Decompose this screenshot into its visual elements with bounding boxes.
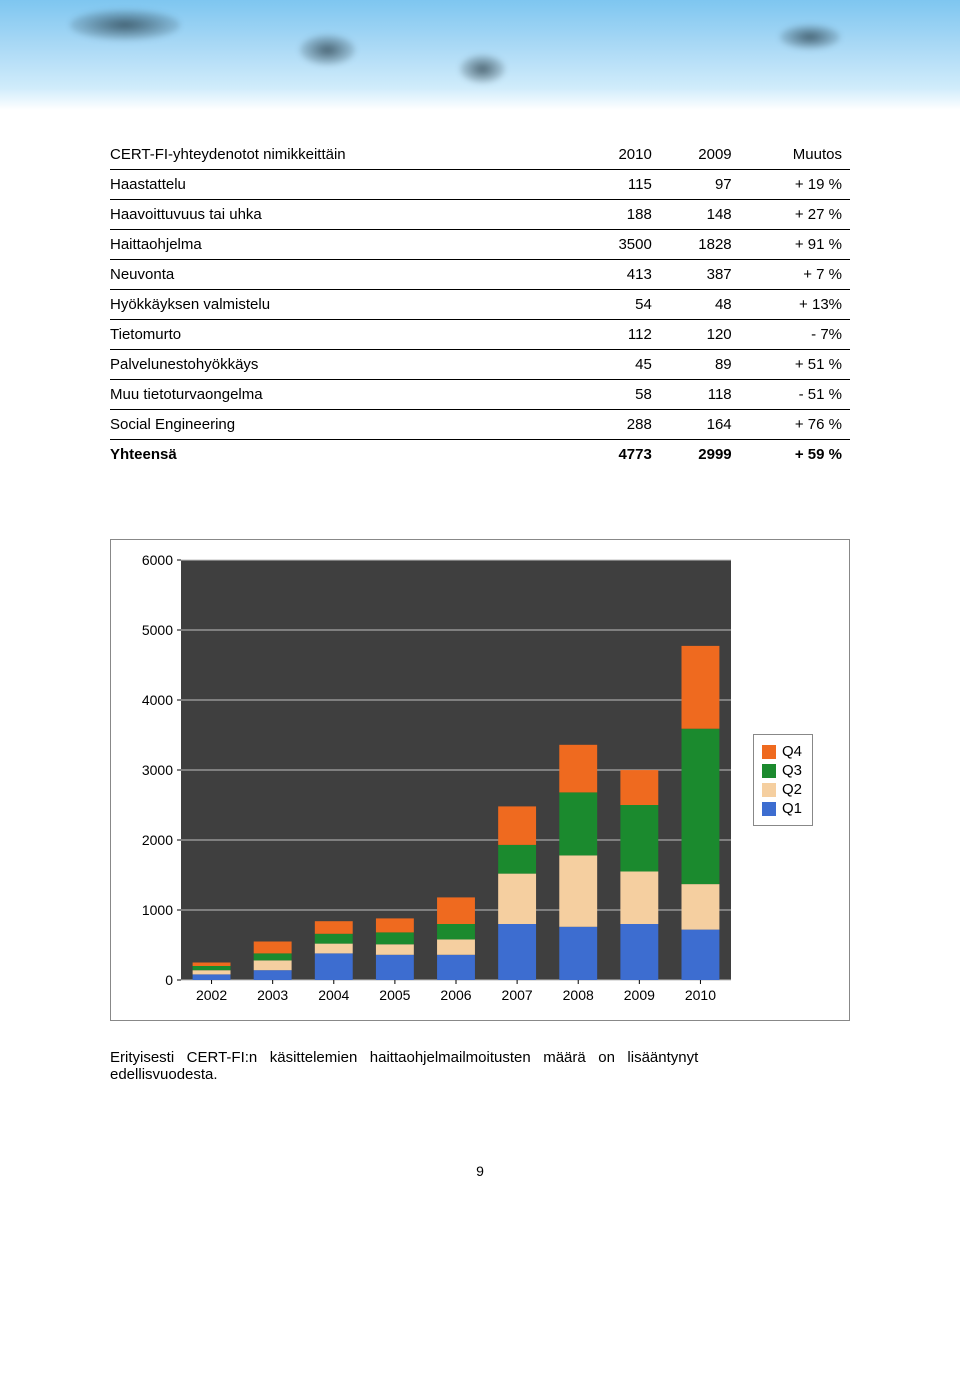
legend-swatch-q1 xyxy=(762,802,776,816)
legend-label-q4: Q4 xyxy=(782,743,802,760)
row-label: Haavoittuvuus tai uhka xyxy=(110,200,580,230)
cert-fi-table: CERT-FI-yhteydenotot nimikkeittäin 2010 … xyxy=(110,140,850,469)
smudge-shape xyxy=(460,55,505,83)
row-2010: 288 xyxy=(580,410,660,440)
row-2010: 3500 xyxy=(580,230,660,260)
col-2010: 2010 xyxy=(580,140,660,170)
row-2010: 112 xyxy=(580,320,660,350)
row-label: Neuvonta xyxy=(110,260,580,290)
legend-row-q3: Q3 xyxy=(762,762,802,779)
chart-container: 0 1000 2000 3000 4000 5000 6000 2002 2003 2004 200… xyxy=(110,539,850,1021)
table-row: Muu tietoturvaongelma58118- 51 % xyxy=(110,380,850,410)
row-label: Haittaohjelma xyxy=(110,230,580,260)
table-row: Tietomurto112120- 7% xyxy=(110,320,850,350)
legend-row-q4: Q4 xyxy=(762,743,802,760)
legend-label-q2: Q2 xyxy=(782,781,802,798)
svg-text:2005: 2005 xyxy=(379,987,410,1003)
total-2010: 4773 xyxy=(580,440,660,470)
svg-text:2008: 2008 xyxy=(563,987,594,1003)
row-muutos: - 51 % xyxy=(740,380,850,410)
svg-text:2004: 2004 xyxy=(318,987,349,1003)
decorative-header-band xyxy=(0,0,960,110)
row-2010: 45 xyxy=(580,350,660,380)
smudge-shape xyxy=(70,10,180,40)
row-2009: 148 xyxy=(660,200,740,230)
row-2010: 54 xyxy=(580,290,660,320)
svg-text:2000: 2000 xyxy=(142,832,173,848)
row-muutos: + 91 % xyxy=(740,230,850,260)
row-2010: 413 xyxy=(580,260,660,290)
table-row: Social Engineering288164+ 76 % xyxy=(110,410,850,440)
svg-text:4000: 4000 xyxy=(142,692,173,708)
svg-text:6000: 6000 xyxy=(142,552,173,568)
legend-swatch-q2 xyxy=(762,783,776,797)
row-2010: 115 xyxy=(580,170,660,200)
row-muutos: + 19 % xyxy=(740,170,850,200)
table-row: Hyökkäyksen valmistelu5448+ 13% xyxy=(110,290,850,320)
table-row: Haastattelu11597+ 19 % xyxy=(110,170,850,200)
content-area: CERT-FI-yhteydenotot nimikkeittäin 2010 … xyxy=(0,110,960,1021)
total-muutos: + 59 % xyxy=(740,440,850,470)
row-muutos: + 51 % xyxy=(740,350,850,380)
row-label: Muu tietoturvaongelma xyxy=(110,380,580,410)
legend-row-q2: Q2 xyxy=(762,781,802,798)
legend-row-q1: Q1 xyxy=(762,800,802,817)
row-2009: 1828 xyxy=(660,230,740,260)
svg-text:2007: 2007 xyxy=(502,987,533,1003)
caption-line1-seg: Erityisesti CERT-FI:n käsittelemien hait… xyxy=(110,1049,698,1066)
caption-line2: edellisvuodesta. xyxy=(110,1066,850,1083)
row-2009: 97 xyxy=(660,170,740,200)
row-2009: 48 xyxy=(660,290,740,320)
caption-paragraph: Erityisesti CERT-FI:n käsittelemien hait… xyxy=(110,1049,850,1083)
smudge-shape xyxy=(780,25,840,49)
row-2009: 387 xyxy=(660,260,740,290)
row-label: Tietomurto xyxy=(110,320,580,350)
row-label: Haastattelu xyxy=(110,170,580,200)
col-2009: 2009 xyxy=(660,140,740,170)
total-label: Yhteensä xyxy=(110,440,580,470)
row-muutos: - 7% xyxy=(740,320,850,350)
row-2010: 188 xyxy=(580,200,660,230)
row-2010: 58 xyxy=(580,380,660,410)
row-label: Hyökkäyksen valmistelu xyxy=(110,290,580,320)
row-label: Palvelunestohyökkäys xyxy=(110,350,580,380)
legend-label-q1: Q1 xyxy=(782,800,802,817)
row-muutos: + 7 % xyxy=(740,260,850,290)
svg-text:2010: 2010 xyxy=(685,987,716,1003)
svg-text:2002: 2002 xyxy=(196,987,227,1003)
row-2009: 89 xyxy=(660,350,740,380)
col-muutos: Muutos xyxy=(740,140,850,170)
row-label: Social Engineering xyxy=(110,410,580,440)
svg-text:2009: 2009 xyxy=(624,987,655,1003)
svg-text:5000: 5000 xyxy=(142,622,173,638)
legend-label-q3: Q3 xyxy=(782,762,802,779)
svg-text:2006: 2006 xyxy=(440,987,471,1003)
svg-text:1000: 1000 xyxy=(142,902,173,918)
page-number: 9 xyxy=(0,1163,960,1179)
table-total-row: Yhteensä47732999+ 59 % xyxy=(110,440,850,470)
smudge-shape xyxy=(300,35,355,65)
table-row: Haavoittuvuus tai uhka188148+ 27 % xyxy=(110,200,850,230)
row-2009: 120 xyxy=(660,320,740,350)
row-2009: 118 xyxy=(660,380,740,410)
table-title-cell: CERT-FI-yhteydenotot nimikkeittäin xyxy=(110,140,580,170)
page-root: CERT-FI-yhteydenotot nimikkeittäin 2010 … xyxy=(0,0,960,1377)
row-muutos: + 27 % xyxy=(740,200,850,230)
chart-legend: Q4 Q3 Q2 Q1 xyxy=(753,734,813,826)
row-muutos: + 13% xyxy=(740,290,850,320)
stacked-bar-chart: 0 1000 2000 3000 4000 5000 6000 2002 2003 2004 200… xyxy=(121,550,741,1010)
svg-text:3000: 3000 xyxy=(142,762,173,778)
legend-swatch-q3 xyxy=(762,764,776,778)
total-2009: 2999 xyxy=(660,440,740,470)
svg-text:0: 0 xyxy=(165,972,173,988)
table-row: Palvelunestohyökkäys4589+ 51 % xyxy=(110,350,850,380)
table-row: Neuvonta413387+ 7 % xyxy=(110,260,850,290)
row-2009: 164 xyxy=(660,410,740,440)
legend-swatch-q4 xyxy=(762,745,776,759)
svg-text:2003: 2003 xyxy=(257,987,288,1003)
row-muutos: + 76 % xyxy=(740,410,850,440)
table-row: Haittaohjelma35001828+ 91 % xyxy=(110,230,850,260)
